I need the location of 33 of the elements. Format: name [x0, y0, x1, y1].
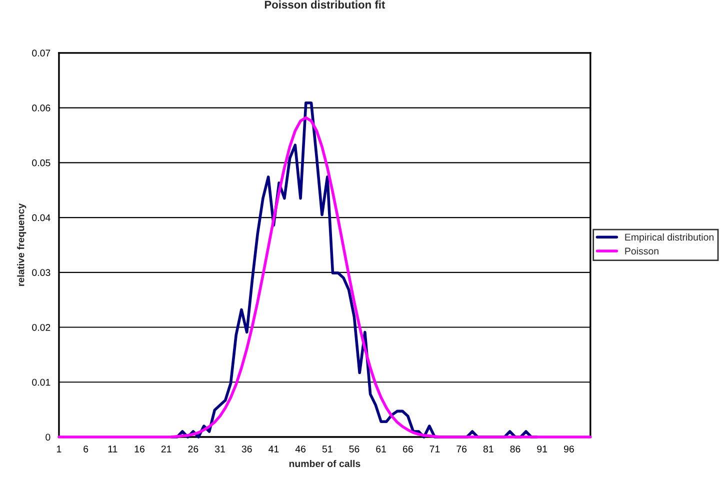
x-tick-label: 61 — [376, 446, 386, 452]
x-tick-label: 76 — [456, 446, 467, 452]
y-tick-label: 0.07 — [32, 50, 50, 57]
x-tick-label: 16 — [134, 446, 144, 452]
x-tick-label: 51 — [322, 446, 332, 452]
x-tick-label: 56 — [349, 446, 360, 452]
x-tick-label: 26 — [188, 446, 198, 452]
x-tick-label: 31 — [214, 446, 225, 452]
x-tick-label: 1 — [57, 446, 62, 452]
y-tick-label: 0.05 — [32, 159, 50, 166]
x-tick-label: 86 — [510, 446, 520, 452]
x-tick-label: 71 — [430, 446, 440, 452]
x-tick-label: 66 — [402, 446, 413, 452]
x-tick-label: 91 — [537, 446, 548, 452]
x-tick-label: 41 — [268, 446, 279, 452]
y-tick-label: 0 — [46, 434, 50, 441]
x-tick-label: 21 — [161, 446, 172, 452]
y-tick-label: 0.03 — [32, 269, 50, 276]
y-tick-label: 0.01 — [32, 378, 50, 386]
y-tick-label: 0.04 — [32, 214, 50, 222]
x-tick-label: 11 — [108, 446, 118, 452]
chart-title: Poisson distribution fit — [264, 0, 386, 9]
legend-label: Poisson — [625, 247, 658, 255]
legend-label: Empirical distribution — [625, 233, 714, 243]
y-tick-label: 0.02 — [32, 324, 50, 331]
y-tick-label: 0.06 — [32, 104, 50, 112]
x-tick-label: 46 — [295, 446, 306, 452]
x-tick-label: 81 — [483, 446, 494, 452]
y-axis-title: relative frequency — [17, 203, 26, 286]
x-tick-label: 36 — [242, 446, 252, 452]
x-axis-title: number of calls — [289, 460, 360, 468]
x-tick-label: 96 — [564, 446, 574, 452]
x-tick-label: 6 — [84, 446, 88, 452]
